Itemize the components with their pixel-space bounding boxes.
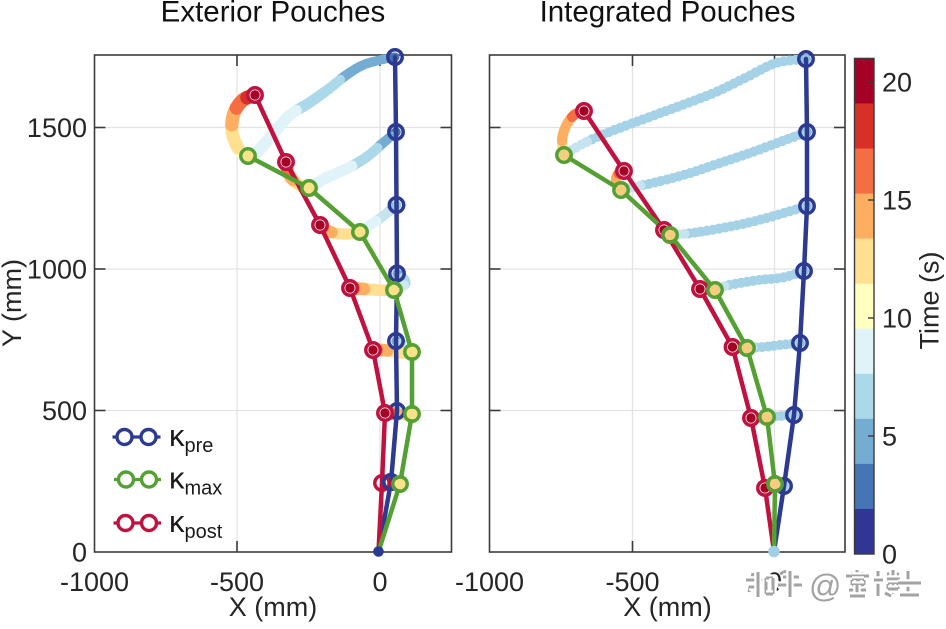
svg-text:Integrated Pouches: Integrated Pouches xyxy=(540,0,796,29)
svg-text:0: 0 xyxy=(72,538,87,568)
svg-text:20: 20 xyxy=(882,68,912,98)
svg-text:Y (mm): Y (mm) xyxy=(0,259,27,347)
svg-text:@: @ xyxy=(809,568,841,604)
svg-text:X (mm): X (mm) xyxy=(623,592,711,622)
svg-text:-1000: -1000 xyxy=(60,567,129,597)
svg-text:-500: -500 xyxy=(210,567,264,597)
svg-text:15: 15 xyxy=(882,186,912,216)
svg-text:-500: -500 xyxy=(605,567,659,597)
svg-text:0: 0 xyxy=(372,567,387,597)
svg-text:-1000: -1000 xyxy=(455,567,524,597)
svg-text:0: 0 xyxy=(882,540,897,570)
svg-text:X (mm): X (mm) xyxy=(229,592,317,622)
svg-text:1500: 1500 xyxy=(27,113,87,143)
svg-text:5: 5 xyxy=(882,422,897,452)
svg-text:1000: 1000 xyxy=(27,255,87,285)
svg-text:Time (s): Time (s) xyxy=(915,252,945,350)
svg-text:500: 500 xyxy=(42,396,87,426)
svg-text:10: 10 xyxy=(882,304,912,334)
svg-text:Exterior Pouches: Exterior Pouches xyxy=(161,0,386,29)
